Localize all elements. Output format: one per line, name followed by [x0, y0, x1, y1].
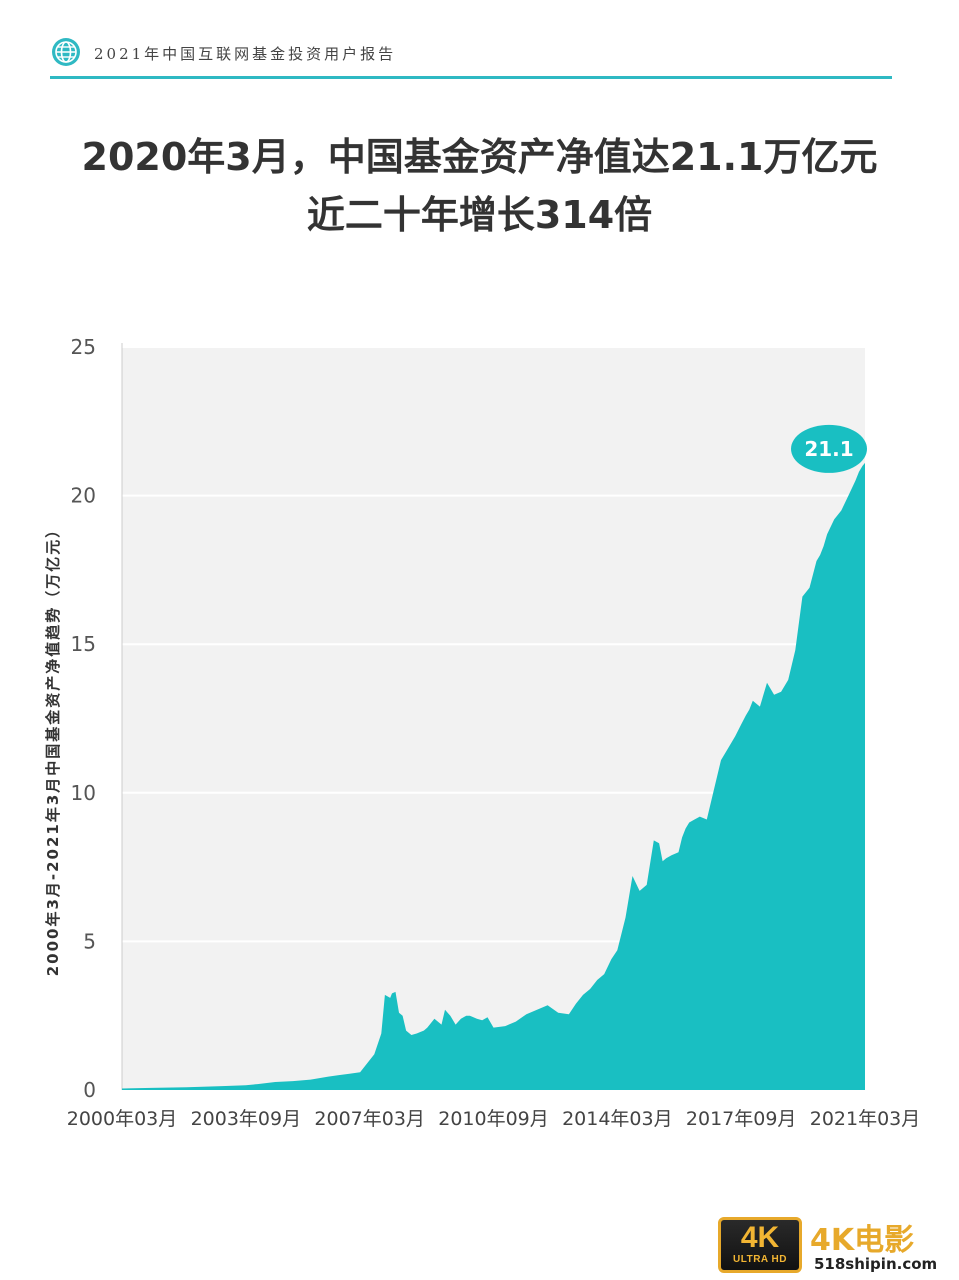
- x-tick-label: 2017年09月: [686, 1108, 797, 1130]
- x-tick-label: 2007年03月: [314, 1108, 425, 1130]
- watermark-badge-sub: ULTRA HD: [733, 1254, 787, 1265]
- y-tick-label: 15: [71, 632, 96, 656]
- x-tick-label: 2014年03月: [562, 1108, 673, 1130]
- page-title: 2020年3月，中国基金资产净值达21.1万亿元 近二十年增长314倍: [0, 128, 959, 244]
- page-title-line1: 2020年3月，中国基金资产净值达21.1万亿元: [81, 135, 878, 179]
- y-tick-label: 20: [71, 484, 96, 508]
- x-tick-label: 2010年09月: [438, 1108, 549, 1130]
- y-tick-label: 10: [71, 781, 96, 805]
- y-tick-label: 25: [71, 335, 96, 359]
- report-title: 2021年中国互联网基金投资用户报告: [94, 45, 397, 63]
- page-title-line2: 近二十年增长314倍: [306, 193, 653, 237]
- watermark-site: 518shipin.com: [814, 1255, 938, 1273]
- watermark-badge-main: 4K: [740, 1221, 780, 1254]
- y-tick-label: 0: [83, 1078, 96, 1102]
- report-header: 2021年中国互联网基金投资用户报告: [50, 36, 892, 80]
- area-series: [122, 462, 865, 1090]
- x-tick-label: 2021年03月: [810, 1108, 921, 1130]
- watermark-brand: 4K电影: [810, 1223, 915, 1258]
- watermark: 4K ULTRA HD 4K电影 518shipin.com: [718, 1205, 954, 1275]
- annotation-label: 21.1: [804, 437, 853, 461]
- annotation-bubble: [791, 424, 867, 473]
- y-axis-title: 2000年3月-2021年3月中国基金资产净值趋势（万亿元）: [44, 521, 62, 977]
- watermark-badge: 4K ULTRA HD: [718, 1217, 802, 1273]
- x-tick-label: 2000年03月: [67, 1108, 178, 1130]
- y-tick-label: 5: [83, 929, 96, 953]
- area-chart: 0 5 10 15 20 25 2000年03月 2003年09月 2007年03月 2010年0…: [44, 335, 921, 1130]
- header-divider: [50, 76, 892, 79]
- globe-icon: [52, 38, 80, 66]
- x-tick-label: 2003年09月: [191, 1108, 302, 1130]
